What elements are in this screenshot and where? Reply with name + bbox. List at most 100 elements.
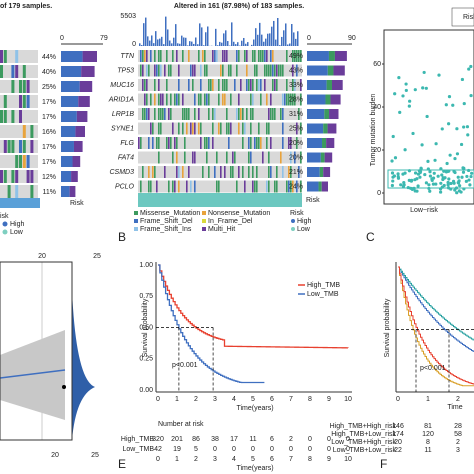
y-tick-label: 60 (373, 61, 381, 68)
x-tick-label: 9 (327, 456, 331, 463)
cell (144, 108, 146, 120)
cell (176, 137, 178, 149)
cell (282, 64, 284, 77)
cell (246, 79, 248, 91)
tmb-bar (201, 27, 203, 46)
cell (270, 137, 272, 149)
gene-label: CSMD3 (109, 169, 134, 176)
tmb-bar (269, 33, 271, 46)
cell (256, 137, 258, 149)
cell (246, 108, 248, 120)
cell (250, 151, 252, 164)
tmb-bar (175, 24, 177, 46)
cell (296, 50, 298, 62)
cell (194, 64, 196, 77)
cell (22, 80, 26, 93)
cell (200, 64, 202, 77)
cell (226, 50, 228, 62)
y-tick-label: 0 (377, 190, 381, 197)
cell (242, 137, 244, 149)
count: 146 (392, 423, 404, 430)
tmb-bar (231, 22, 233, 46)
cell (3, 140, 7, 153)
cell (174, 180, 176, 193)
cell (162, 108, 164, 120)
cell (220, 64, 222, 77)
cell (296, 122, 298, 135)
cell (200, 122, 202, 135)
tmb-bar (297, 31, 299, 46)
cell (236, 108, 238, 120)
cell (30, 185, 34, 198)
percent: 20% (289, 154, 303, 161)
cell (274, 64, 276, 77)
cell (146, 64, 148, 77)
tmb-bar (233, 41, 235, 46)
cell (186, 180, 188, 193)
x-tick-label: 7 (289, 396, 293, 403)
cell (146, 108, 148, 120)
cell (258, 50, 260, 62)
panel-label: E (118, 457, 126, 471)
point (469, 64, 473, 69)
cell (218, 93, 220, 106)
point (404, 88, 408, 93)
cell (280, 151, 282, 164)
cell (208, 79, 210, 91)
bar (61, 81, 80, 92)
cell (290, 166, 292, 178)
cell (148, 108, 150, 120)
bar (324, 109, 330, 119)
x-tick-label: 0 (156, 396, 160, 403)
cell (300, 93, 302, 106)
point (446, 169, 450, 174)
cell (164, 64, 166, 77)
row-name: High_TMB+Low_risk (331, 431, 396, 438)
cell (282, 166, 284, 178)
bar (327, 65, 334, 76)
cell (272, 108, 274, 120)
cell (204, 93, 206, 106)
x-tick-label: 5 (251, 456, 255, 463)
cell (158, 122, 160, 135)
axis-label: 0 (132, 41, 136, 48)
tmb-bar (289, 43, 291, 46)
row-name: Low_TMB (122, 446, 154, 453)
cell (0, 170, 3, 183)
cell (144, 79, 146, 91)
tmb-bar (189, 41, 191, 46)
point (420, 143, 424, 147)
cell (288, 180, 290, 193)
point (434, 142, 438, 146)
cell (150, 50, 152, 62)
cell (240, 79, 242, 91)
tmb-bar (243, 37, 245, 46)
point (431, 182, 435, 186)
y-tick-label: 40 (373, 104, 381, 111)
x-tick-label: 3 (213, 456, 217, 463)
row-name: Low_TMB+Low_risk (333, 447, 397, 454)
percent: 21% (289, 169, 303, 176)
gene-label: ARID1A (108, 96, 135, 103)
cell (202, 166, 204, 178)
legend-title: isk (0, 213, 9, 220)
percent: 31% (289, 111, 303, 118)
cell (246, 64, 248, 77)
panel-label: F (380, 457, 387, 471)
point (404, 82, 408, 86)
cell (152, 122, 154, 135)
point (416, 172, 421, 176)
cell (142, 108, 144, 120)
cell (186, 122, 188, 135)
percent: 43% (289, 67, 303, 74)
cell (276, 166, 278, 178)
gene-label: FAT4 (118, 154, 134, 161)
x-tick-label: 10 (344, 396, 352, 403)
gene-label: TP53 (117, 67, 134, 74)
count: 0 (308, 446, 312, 453)
x-tick-label: 2 (194, 396, 198, 403)
cell (150, 93, 152, 106)
cell (224, 50, 226, 62)
cell (210, 79, 212, 91)
